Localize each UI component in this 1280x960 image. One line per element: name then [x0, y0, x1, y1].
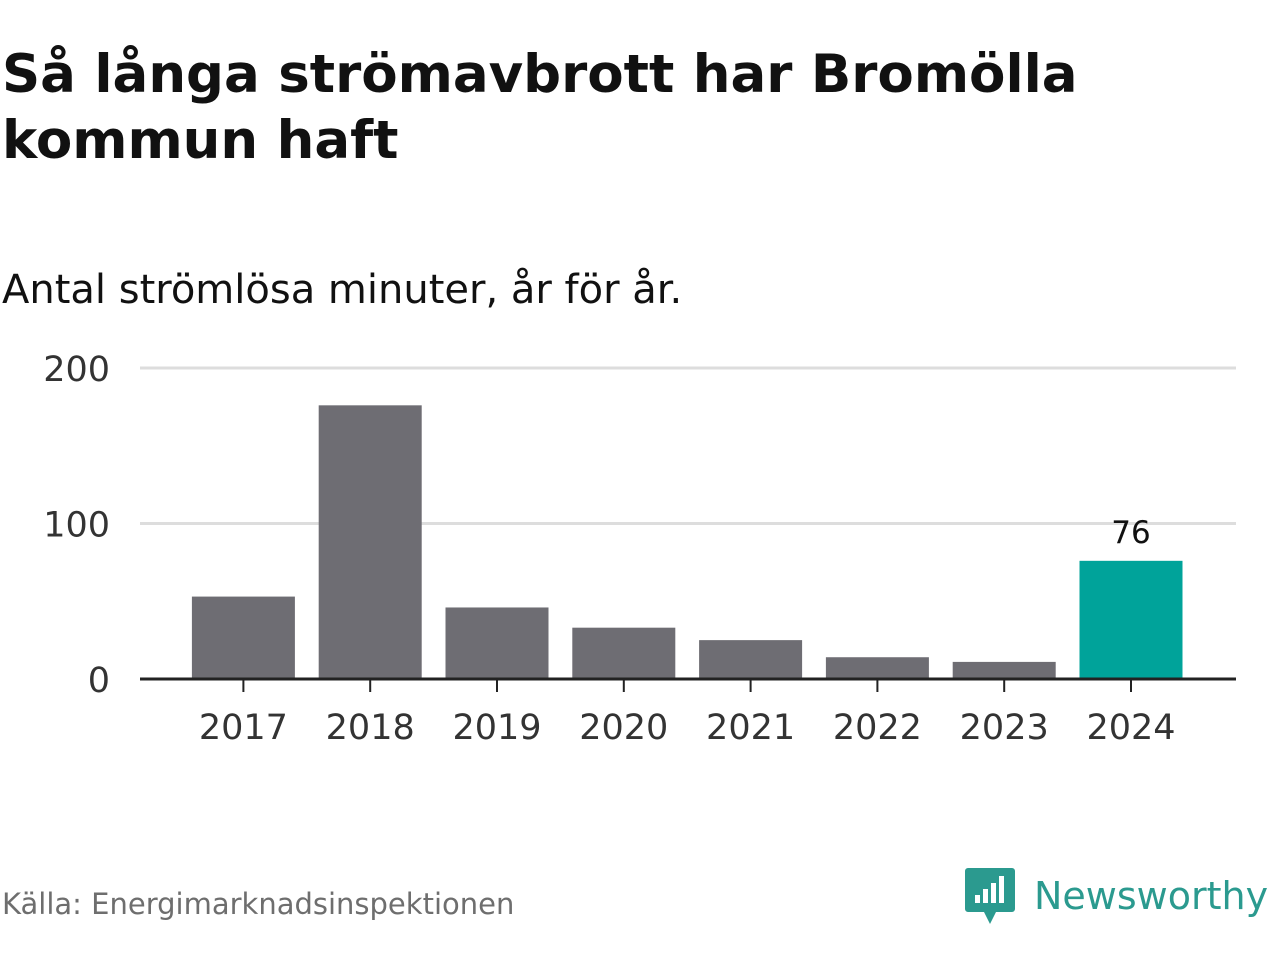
x-tick-label: 2022 [833, 708, 922, 748]
x-tick-label: 2024 [1086, 708, 1175, 748]
data-label: 76 [1111, 515, 1150, 551]
bar-2022 [825, 657, 929, 679]
x-tick-label: 2019 [452, 708, 541, 748]
bars [191, 405, 1183, 679]
source-note: Källa: Energimarknadsinspektionen [2, 887, 515, 921]
x-tick-label: 2021 [706, 708, 795, 748]
bar-2021 [699, 640, 803, 679]
bar-2024 [1079, 560, 1183, 679]
bar-2023 [952, 661, 1056, 679]
x-tick-label: 2017 [199, 708, 288, 748]
gridlines [140, 366, 1236, 525]
chart-title: Så långa strömavbrott har Bromölla kommu… [2, 44, 1078, 171]
x-tick-label: 2023 [960, 708, 1049, 748]
labels: 0 100 200 2017 2018 2019 2020 2021 2022 2023 2024 7… [43, 350, 1175, 748]
y-tick-label: 200 [43, 350, 110, 390]
brand-logo: Newsworthy [964, 864, 1268, 928]
bar-2019 [445, 607, 549, 679]
bar-2020 [572, 627, 676, 679]
newsworthy-chart-bubble-icon [965, 868, 1015, 924]
x-tick-label: 2018 [326, 708, 415, 748]
bar-chart: 0 100 200 2017 2018 2019 2020 2021 2022 2023 2024 7… [43, 350, 1236, 748]
y-tick-label: 0 [88, 661, 110, 701]
axes [140, 677, 1236, 692]
chart-subtitle: Antal strömlösa minuter, år för år. [2, 267, 683, 313]
brand-name: Newsworthy [1034, 874, 1269, 918]
bar-2017 [191, 596, 295, 679]
bar-2018 [318, 405, 422, 679]
x-tick-label: 2020 [579, 708, 668, 748]
y-tick-label: 100 [43, 506, 110, 546]
